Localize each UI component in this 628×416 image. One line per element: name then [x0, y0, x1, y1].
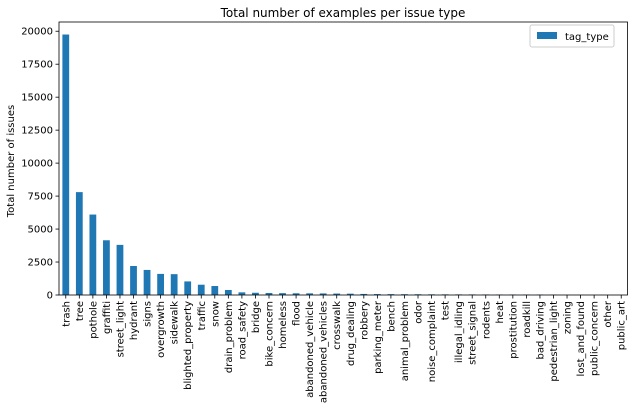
legend-label: tag_type — [565, 32, 609, 43]
legend-swatch — [537, 32, 557, 39]
chart-title: Total number of examples per issue type — [220, 6, 466, 20]
x-tick-label-zoning: zoning — [563, 301, 574, 334]
plot-area: 0 2500 5000 7500 10000 12500 15000 17500 20000 tr… — [21, 22, 628, 403]
bar-hydrant — [130, 266, 137, 295]
x-tick-label-pedestrian_light: pedestrian_light — [549, 301, 560, 382]
x-tick-label-bench: bench — [386, 301, 397, 332]
bar-traffic — [198, 285, 205, 295]
y-axis-title: Total number of issues — [6, 105, 17, 218]
x-tick-label-noise_complaint: noise_complaint — [427, 301, 438, 382]
y-tick-label: 15000 — [21, 93, 53, 104]
x-tick-label-trash: trash — [61, 301, 72, 327]
x-tick-label-other: other — [603, 300, 614, 328]
x-tick-label-parking_meter: parking_meter — [373, 300, 384, 374]
axes-frame — [59, 22, 628, 295]
bar-signs — [144, 270, 151, 295]
x-tick-label-overgrowth: overgrowth — [156, 301, 167, 358]
y-tick-label: 7500 — [28, 192, 53, 203]
x-tick-label-flood: flood — [292, 301, 303, 326]
x-tick-label-public_art: public_art — [617, 301, 628, 350]
x-tick-label-sidewalk: sidewalk — [170, 301, 181, 345]
x-tick-label-rodents: rodents — [481, 301, 492, 339]
bar-street_light — [117, 245, 124, 295]
x-tick-label-hydrant: hydrant — [129, 301, 140, 340]
x-tick-label-traffic: traffic — [197, 301, 208, 330]
x-tick-label-homeless: homeless — [278, 301, 289, 349]
x-tick-label-abandoned_vehicles: abandoned_vehicles — [319, 301, 330, 403]
x-tick-label-bad_driving: bad_driving — [535, 301, 546, 359]
y-tick-label: 5000 — [28, 225, 53, 236]
x-tick-label-blighted_property: blighted_property — [183, 301, 194, 390]
x-tick-label-heat: heat — [495, 301, 506, 324]
x-tick-label-drain_problem: drain_problem — [224, 301, 235, 373]
bar-tree — [76, 192, 83, 295]
x-tick-label-street_light: street_light — [115, 301, 126, 357]
bar-pothole — [89, 215, 96, 295]
x-tick-label-public_concern: public_concern — [590, 301, 601, 376]
x-tick-label-abandoned_vehicle: abandoned_vehicle — [305, 301, 316, 398]
bar-trash — [62, 35, 69, 295]
bar-sidewalk — [171, 274, 178, 295]
x-tick-label-snow: snow — [210, 301, 221, 327]
bar-overgrowth — [157, 274, 164, 295]
legend: tag_type — [530, 25, 614, 47]
x-tick-label-bike_concern: bike_concern — [264, 301, 275, 367]
bar-drain_problem — [225, 290, 232, 295]
x-tick-label-robbery: robbery — [359, 301, 370, 340]
x-tick-label-illegal_idling: illegal_idling — [454, 301, 465, 363]
x-tick-label-animal_problem: animal_problem — [400, 301, 411, 381]
x-tick-label-prostitution: prostitution — [508, 301, 519, 359]
x-tick-label-drug_dealing: drug_dealing — [346, 301, 357, 366]
x-tick-label-signs: signs — [143, 301, 154, 327]
bar-graffiti — [103, 240, 110, 295]
bar-snow — [211, 286, 218, 295]
x-tick-label-lost_and_found: lost_and_found — [576, 301, 587, 377]
x-tick-label-test: test — [441, 301, 452, 320]
y-tick-label: 12500 — [21, 126, 53, 137]
x-tick-label-roadkill: roadkill — [522, 301, 533, 338]
x-tick-label-odor: odor — [414, 300, 425, 324]
x-tick-label-street_signal: street_signal — [468, 301, 479, 365]
x-tick-label-tree: tree — [75, 301, 86, 321]
x-tick-label-crosswalk: crosswalk — [332, 301, 343, 350]
bar-blighted_property — [184, 281, 191, 295]
x-tick-label-road_safety: road_safety — [237, 301, 248, 359]
x-tick-label-pothole: pothole — [88, 301, 99, 339]
x-tick-label-bridge: bridge — [251, 301, 262, 333]
y-tick-label: 2500 — [28, 258, 53, 269]
y-tick-label: 20000 — [21, 27, 53, 38]
y-tick-label: 10000 — [21, 159, 53, 170]
y-tick-label: 17500 — [21, 60, 53, 71]
y-tick-label: 0 — [47, 291, 53, 302]
x-tick-label-graffiti: graffiti — [102, 301, 113, 334]
